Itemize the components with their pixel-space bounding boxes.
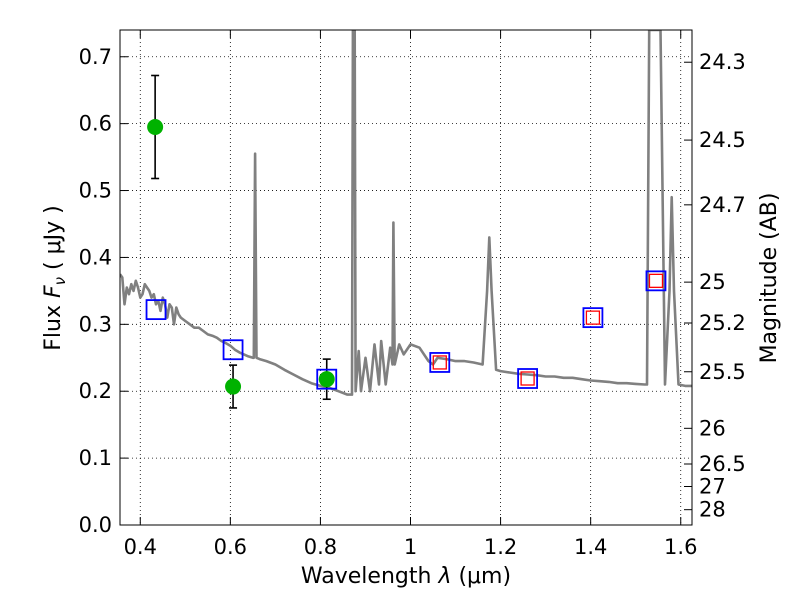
y2-tick-label: 24.3 — [699, 50, 746, 74]
plot-series — [120, 30, 692, 409]
y-tick-label: 0.0 — [79, 513, 112, 537]
model-photometry-square-blue — [517, 368, 539, 389]
observed-flux-point — [147, 118, 164, 135]
y2-tick-label: 25.5 — [699, 360, 746, 384]
y-tick-label: 0.6 — [79, 112, 112, 136]
observed-flux-point — [318, 371, 335, 388]
y2-tick-label: 27 — [699, 475, 726, 499]
model-photometry-square-red — [432, 355, 447, 370]
y-axis-label: Flux Fν ( μJy ) — [41, 205, 69, 350]
plot-frame — [119, 29, 693, 526]
y2-tick-label: 25.2 — [699, 311, 746, 335]
y-tick-label: 0.5 — [79, 179, 112, 203]
y-tick-label: 0.2 — [79, 379, 112, 403]
x-tick-label: 1 — [404, 535, 417, 559]
y-tick-label: 0.4 — [79, 245, 112, 269]
y2-tick-label: 24.7 — [699, 193, 746, 217]
model-photometry-square-red — [648, 273, 664, 288]
model-photometry-square-blue — [429, 352, 451, 373]
x-tick-label: 1.6 — [664, 535, 697, 559]
y-tick-label: 0.7 — [79, 45, 112, 69]
x-tick-label: 1.2 — [484, 535, 517, 559]
y2-tick-label: 28 — [699, 498, 726, 522]
model-photometry-square-red — [585, 310, 601, 325]
x-tick-label: 1.4 — [574, 535, 607, 559]
y-tick-label: 0.1 — [79, 446, 112, 470]
x-tick-label: 0.4 — [124, 535, 157, 559]
y-tick-label: 0.3 — [79, 312, 112, 336]
observed-flux-point — [225, 378, 242, 395]
y2-tick-label: 26 — [699, 416, 726, 440]
x-tick-label: 0.6 — [214, 535, 247, 559]
axis-ticks: 0.4 0.6 0.8 1 1.2 1.4 1.6 0.0 0.1 0.2 0.3 0.4 0.5 0.6… — [79, 30, 746, 559]
model-photometry-square-blue — [316, 368, 338, 390]
model-spectrum-line — [120, 30, 692, 396]
x-axis-label: Wavelength λ (μm) — [301, 564, 511, 589]
model-photometry-square-red — [520, 371, 535, 386]
y2-tick-label: 26.5 — [699, 452, 746, 476]
y2-axis-label: Magnitude (AB) — [757, 193, 782, 364]
model-photometry-square-blue — [582, 307, 604, 329]
y2-tick-label: 25 — [699, 270, 726, 294]
grid-lines — [120, 30, 692, 526]
y2-tick-label: 24.5 — [699, 128, 746, 152]
x-tick-label: 0.8 — [304, 535, 337, 559]
model-photometry-square-blue — [645, 270, 667, 292]
model-photometry-square-blue — [145, 299, 167, 321]
model-photometry-square-blue — [222, 339, 244, 361]
